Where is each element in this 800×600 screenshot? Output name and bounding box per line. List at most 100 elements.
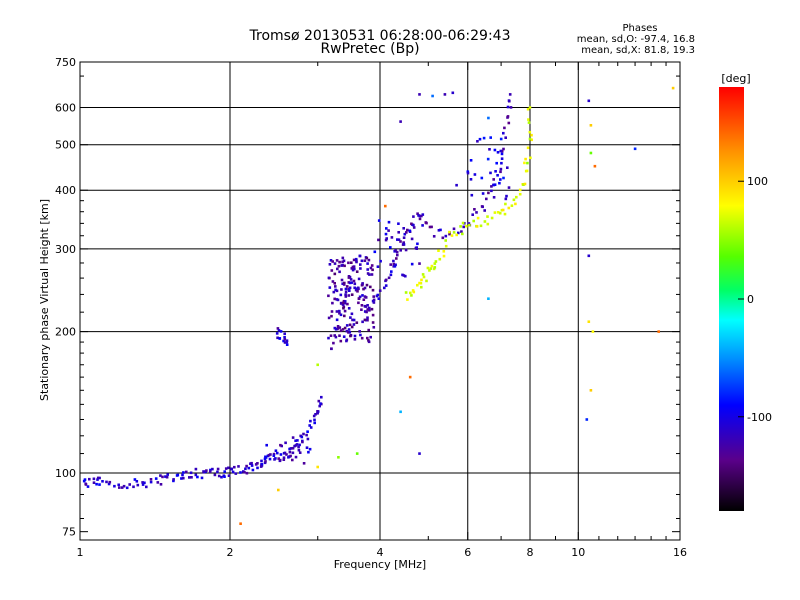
echo-point	[143, 481, 146, 485]
echo-point	[294, 439, 297, 442]
echo-point	[363, 310, 367, 313]
echo-point	[506, 105, 510, 109]
echo-point	[442, 250, 446, 253]
echo-point	[515, 195, 518, 199]
echo-point	[132, 485, 135, 489]
echo-point	[307, 450, 310, 454]
echo-point	[502, 176, 505, 180]
echo-point	[528, 106, 532, 109]
echo-point	[372, 295, 375, 298]
echo-point	[308, 424, 311, 427]
echo-point	[473, 173, 477, 176]
echo-point	[353, 334, 357, 338]
echo-point	[500, 149, 504, 153]
echo-point	[528, 130, 532, 134]
echo-point	[282, 458, 286, 461]
echo-point	[496, 151, 500, 154]
stats-line-o: mean, sd,O: -97.4, 16.8	[577, 34, 695, 45]
echo-point	[231, 470, 235, 474]
echo-point	[379, 259, 382, 263]
echo-point	[347, 294, 351, 297]
echo-point	[518, 188, 522, 192]
echo-point	[471, 213, 474, 216]
echo-point	[416, 242, 419, 246]
echo-point	[418, 452, 421, 455]
echo-point	[339, 329, 343, 332]
echo-point	[399, 410, 402, 414]
echo-point	[316, 465, 319, 469]
echo-point	[420, 285, 423, 289]
echo-point	[441, 236, 445, 240]
echo-point	[528, 137, 532, 141]
echo-point	[501, 208, 505, 212]
echo-point	[351, 318, 354, 322]
echo-point	[243, 471, 246, 474]
echo-point	[500, 161, 503, 165]
echo-point	[499, 170, 502, 174]
echo-point	[444, 239, 447, 242]
echo-point	[82, 479, 86, 483]
colorbar-label: [deg]	[721, 72, 750, 85]
echo-point	[397, 231, 400, 234]
echo-point	[355, 260, 358, 264]
echo-point	[392, 259, 395, 263]
echo-point	[502, 147, 505, 151]
echo-point	[338, 326, 342, 329]
echo-point	[406, 228, 409, 232]
echo-point	[274, 449, 278, 452]
echo-point	[354, 288, 358, 292]
echo-point	[188, 476, 191, 479]
echo-point	[338, 334, 341, 337]
echo-point	[277, 329, 281, 332]
echo-point	[291, 458, 294, 462]
echo-point	[196, 475, 199, 479]
echo-point	[122, 484, 126, 488]
echo-point	[309, 419, 312, 423]
echo-point	[467, 222, 471, 225]
echo-point	[338, 312, 341, 315]
echo-point	[487, 297, 490, 300]
echo-point	[494, 170, 497, 173]
echo-point	[506, 115, 510, 118]
echo-point	[428, 225, 432, 229]
echo-point	[457, 231, 460, 235]
echo-point	[504, 136, 507, 139]
echo-point	[526, 107, 530, 111]
echo-point	[159, 474, 162, 477]
y-tick-label: 100	[55, 467, 76, 480]
echo-point	[507, 206, 511, 210]
echo-point	[272, 454, 276, 457]
echo-point	[339, 301, 343, 305]
echo-point	[291, 447, 294, 450]
echo-point	[512, 198, 516, 202]
echo-point	[437, 229, 441, 232]
echo-point	[410, 237, 414, 241]
echo-point	[496, 174, 499, 177]
echo-point	[216, 467, 220, 471]
echo-point	[316, 363, 319, 367]
echo-point	[357, 277, 361, 281]
echo-point	[336, 267, 339, 271]
echo-point	[263, 461, 267, 465]
echo-point	[145, 485, 148, 489]
echo-point	[500, 152, 504, 156]
echo-point	[476, 140, 479, 143]
echo-point	[208, 470, 212, 473]
echo-point	[433, 266, 437, 269]
echo-point	[389, 246, 392, 249]
echo-point	[317, 399, 321, 403]
echo-point	[302, 462, 306, 465]
echo-point	[339, 339, 343, 343]
echo-point	[377, 219, 381, 222]
echo-point	[395, 250, 399, 254]
echo-point	[488, 148, 491, 151]
echo-point	[345, 339, 348, 343]
echo-point	[141, 481, 144, 484]
echo-point	[156, 481, 160, 484]
echo-point	[350, 293, 354, 296]
echo-point	[347, 328, 351, 331]
echo-point	[342, 283, 346, 286]
echo-point	[408, 229, 412, 233]
echo-point	[342, 335, 346, 338]
echo-point	[589, 124, 593, 127]
